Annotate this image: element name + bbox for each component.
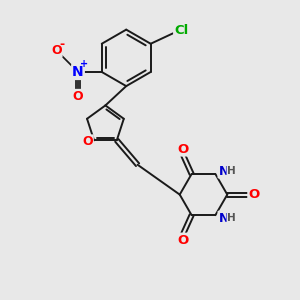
Text: O: O xyxy=(248,188,260,201)
Text: H: H xyxy=(227,213,236,223)
Text: O: O xyxy=(82,135,93,148)
Text: H: H xyxy=(227,166,236,176)
Text: Cl: Cl xyxy=(174,25,188,38)
Text: N: N xyxy=(72,65,84,79)
Text: +: + xyxy=(80,59,88,69)
Text: N: N xyxy=(218,212,229,225)
Text: -: - xyxy=(60,38,65,51)
Text: O: O xyxy=(178,142,189,155)
Text: N: N xyxy=(218,164,229,178)
Text: O: O xyxy=(73,90,83,103)
Text: O: O xyxy=(51,44,62,57)
Text: O: O xyxy=(178,234,189,247)
